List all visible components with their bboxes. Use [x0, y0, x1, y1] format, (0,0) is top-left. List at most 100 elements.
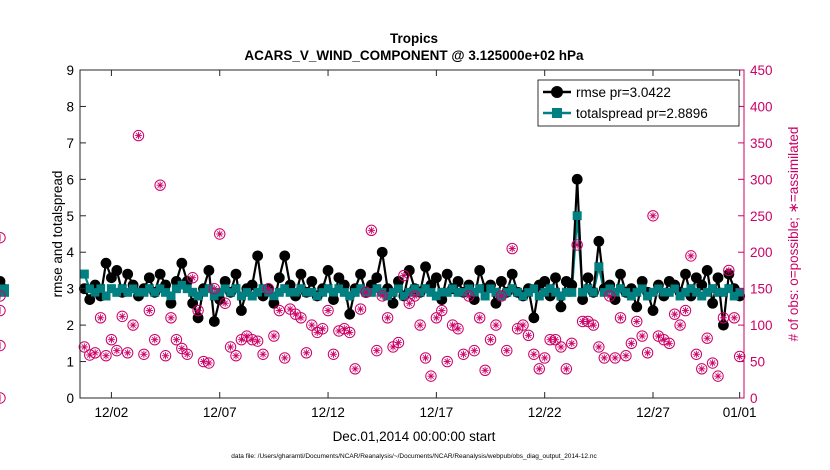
totalspread-point-overlay	[220, 284, 230, 293]
totalspread-point-overlay	[730, 291, 739, 301]
totalspread-point-overlay	[654, 284, 663, 293]
obs-point	[251, 335, 264, 347]
rmse-point	[495, 275, 507, 287]
obs-possible-marker	[414, 319, 426, 331]
totalspread-point-overlay	[296, 284, 306, 293]
totalspread-point-overlay	[529, 284, 539, 293]
obs-assimilated-marker	[276, 307, 283, 314]
totalspread-point-overlay	[637, 284, 647, 293]
obs-point	[392, 336, 405, 349]
obs-possible-marker	[251, 335, 264, 347]
totalspread-point-overlay	[502, 288, 511, 297]
obs-possible-marker	[300, 347, 313, 359]
obs-point	[457, 348, 470, 360]
rmse-point	[344, 308, 356, 320]
totalspread-point-overlay	[172, 284, 181, 293]
y-axis-right-label: # of obs: o=possible; ∗=assimilated	[786, 127, 801, 342]
obs-point	[154, 179, 166, 191]
obs-possible-marker	[533, 363, 545, 375]
y-tick-left-label: 9	[66, 63, 74, 78]
x-tick-label: 12/02	[95, 405, 129, 420]
totalspread-point-overlay	[432, 291, 441, 301]
totalspread-point-overlay	[675, 291, 685, 301]
obs-assimilated-marker	[709, 360, 716, 366]
obs-possible-marker	[0, 304, 6, 317]
obs-possible-marker	[208, 282, 221, 295]
obs-possible-marker	[425, 370, 437, 382]
y-tick-left-label: 5	[66, 209, 74, 224]
obs-assimilated-marker	[92, 349, 99, 356]
totalspread-point-overlay	[96, 284, 105, 293]
obs-assimilated-marker	[585, 318, 591, 325]
obs-possible-marker	[712, 370, 724, 382]
obs-assimilated-marker	[520, 322, 526, 328]
obs-point	[300, 347, 313, 359]
obs-point	[219, 297, 231, 309]
obs-possible-marker	[430, 312, 443, 324]
legend: rmse pr=3.0422 totalspread pr=2.8896	[537, 79, 740, 127]
obs-point	[593, 341, 605, 353]
obs-assimilated-marker	[178, 345, 185, 352]
totalspread-point-overlay	[291, 288, 300, 297]
obs-assimilated-marker	[124, 349, 131, 356]
obs-possible-marker	[398, 269, 410, 282]
obs-possible-marker	[0, 290, 6, 302]
obs-assimilated-marker	[211, 285, 218, 292]
legend-spread-marker	[552, 108, 562, 118]
rmse-point	[555, 301, 567, 313]
totalspread-point-overlay	[388, 288, 398, 297]
obs-possible-marker	[214, 228, 226, 240]
obs-possible-marker	[192, 304, 204, 317]
totalspread-point-overlay	[145, 284, 154, 293]
obs-possible-marker	[674, 319, 686, 331]
totalspread-point-overlay	[139, 288, 149, 297]
obs-possible-marker	[143, 304, 156, 317]
obs-possible-marker	[706, 357, 719, 369]
x-tick-label: 12/17	[419, 405, 453, 420]
obs-assimilated-marker	[704, 335, 711, 342]
obs-point	[181, 348, 193, 360]
obs-possible-series	[0, 129, 746, 404]
totalspread-point-overlay	[681, 288, 690, 297]
obs-possible-marker	[566, 337, 578, 350]
rmse-point	[176, 257, 188, 269]
obs-point	[425, 370, 437, 382]
obs-point	[165, 312, 177, 324]
obs-assimilated-marker	[162, 352, 169, 359]
obs-possible-marker	[224, 341, 237, 353]
obs-point	[603, 290, 616, 302]
rmse-point	[680, 268, 691, 280]
totalspread-point-overlay	[480, 291, 490, 301]
obs-assimilated-marker	[260, 351, 266, 358]
totalspread-point-overlay	[713, 288, 723, 297]
obs-possible-marker	[89, 347, 101, 359]
obs-assimilated-marker	[330, 351, 337, 358]
obs-point	[316, 323, 329, 335]
obs-point	[538, 352, 551, 364]
obs-point	[365, 224, 378, 237]
totalspread-point-overlay	[323, 284, 333, 293]
obs-assimilated-marker	[308, 322, 315, 328]
obs-assimilated-marker	[530, 351, 537, 358]
obs-point	[473, 312, 486, 324]
obs-point	[0, 392, 6, 404]
totalspread-point-overlay	[231, 284, 241, 293]
obs-assimilated-marker	[552, 336, 559, 343]
totalspread-point-overlay	[470, 288, 479, 297]
chart-subtitle: ACARS_V_WIND_COMPONENT @ 3.125000e+02 hP…	[244, 48, 584, 63]
obs-point	[571, 239, 583, 251]
rmse-point	[403, 265, 415, 276]
totalspread-point-overlay	[378, 288, 387, 297]
data-file-footer: data file: /Users/gharamti/Documents/NCA…	[231, 453, 597, 460]
obs-assimilated-marker	[671, 311, 678, 318]
obs-point	[490, 319, 502, 331]
obs-assimilated-marker	[725, 267, 732, 274]
obs-possible-marker	[690, 348, 703, 360]
totalspread-point-overlay	[253, 288, 262, 297]
obs-assimilated-marker	[677, 322, 683, 328]
totalspread-point-overlay	[567, 288, 576, 297]
rmse-point	[165, 297, 177, 309]
obs-possible-marker	[170, 333, 183, 346]
obs-possible-marker	[473, 312, 486, 324]
obs-assimilated-marker	[325, 307, 331, 314]
